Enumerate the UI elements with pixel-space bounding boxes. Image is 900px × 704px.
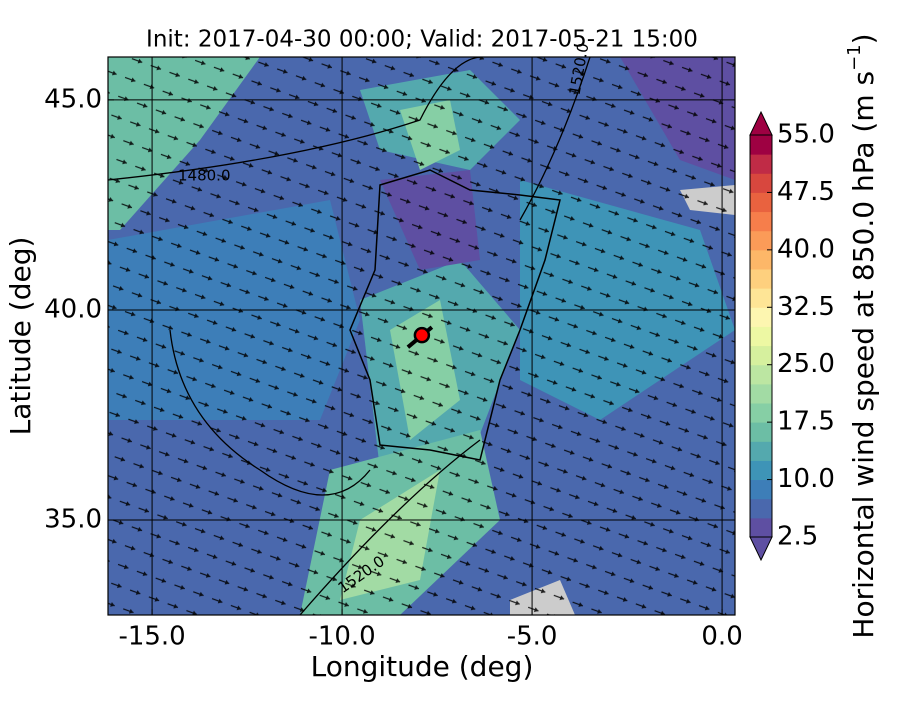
- colorbar-bin: [750, 230, 772, 251]
- chart-title: Init: 2017-04-30 00:00; Valid: 2017-05-2…: [146, 27, 698, 53]
- colorbar-tick-label: 32.5: [777, 292, 835, 322]
- colorbar-label: Horizontal wind speed at 850.0 hPa (m s−…: [844, 33, 880, 638]
- x-axis-label: Longitude (deg): [311, 650, 534, 683]
- colorbar-extend-high: [749, 110, 773, 136]
- colorbar-bin: [750, 307, 772, 327]
- colorbar-bin: [750, 383, 772, 404]
- y-tick-label: 40.0: [44, 294, 102, 324]
- colorbar-bin: [750, 364, 772, 385]
- colorbar-bin: [750, 154, 772, 174]
- colorbar-label-end: ): [847, 33, 880, 44]
- colorbar-label-text: Horizontal wind speed at 850.0 hPa (m s: [847, 71, 880, 639]
- colorbar-bin: [750, 422, 772, 442]
- contour-label: 1480.0: [178, 167, 231, 185]
- colorbar-bin: [750, 345, 772, 366]
- colorbar-bin: [750, 249, 772, 270]
- colorbar-bin: [750, 479, 772, 500]
- colorbar-bin: [750, 498, 772, 519]
- y-tick-label: 45.0: [44, 84, 102, 114]
- x-tick-label: -10.0: [308, 622, 375, 652]
- colorbar-tick-label: 17.5: [777, 407, 835, 437]
- x-tick-label: -15.0: [118, 622, 185, 652]
- colorbar-tick-label: 2.5: [777, 522, 818, 552]
- y-tick-label: 35.0: [44, 505, 102, 535]
- plot-frame: [107, 56, 736, 616]
- location-marker: [413, 326, 431, 344]
- colorbar-bin: [750, 460, 772, 481]
- colorbar-bin: [750, 173, 772, 193]
- x-tick-label: 0.0: [701, 622, 742, 652]
- colorbar-tick-label: 40.0: [777, 234, 835, 264]
- colorbar-bin: [750, 135, 772, 155]
- map-field: [108, 57, 735, 615]
- x-tick-label: -5.0: [507, 622, 558, 652]
- colorbar-tick-label: 10.0: [777, 464, 835, 494]
- colorbar-bin: [750, 326, 772, 347]
- colorbar-tick-label: 47.5: [777, 177, 835, 207]
- colorbar-label-exponent: −1: [844, 44, 865, 71]
- colorbar-tick-label: 55.0: [777, 120, 835, 150]
- colorbar-bin: [750, 517, 772, 538]
- colorbar-extend-low: [749, 536, 773, 562]
- colorbar-bin: [750, 441, 772, 461]
- colorbar-bin: [750, 288, 772, 308]
- colorbar-bin: [750, 269, 772, 289]
- colorbar-tick-label: 25.0: [777, 349, 835, 379]
- colorbar-bin: [750, 192, 772, 213]
- colorbar-bin: [750, 211, 772, 232]
- colorbar-bin: [750, 403, 772, 423]
- y-axis-label: Latitude (deg): [4, 237, 37, 436]
- colorbar-frame: [749, 134, 773, 538]
